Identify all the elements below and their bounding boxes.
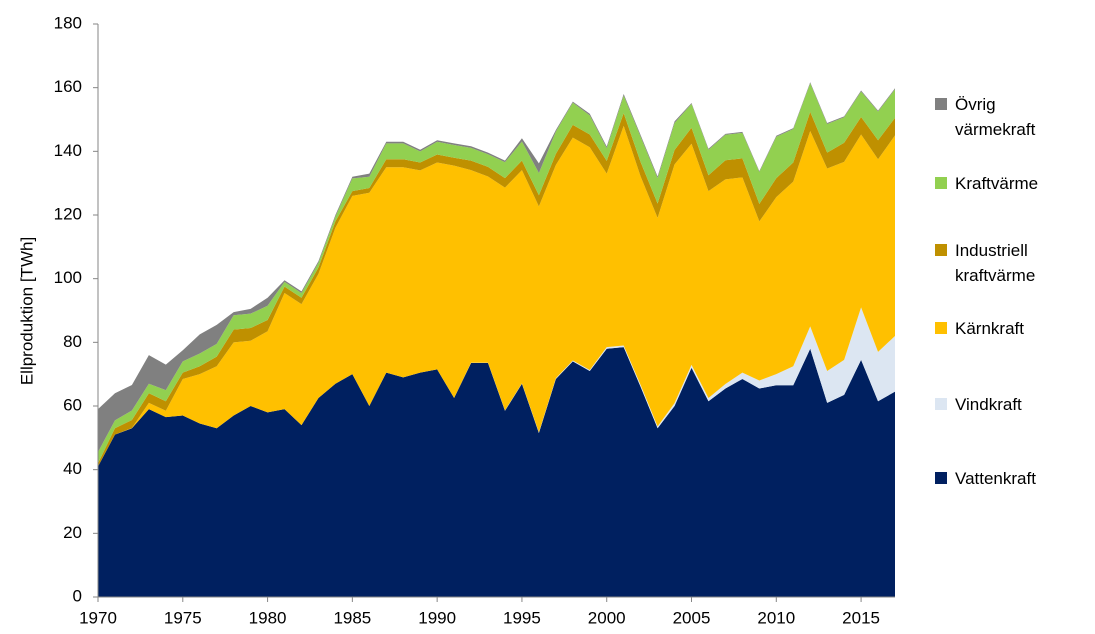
x-tick-label: 1990 <box>418 608 456 627</box>
legend-label: Vattenkraft <box>955 469 1036 488</box>
legend-swatch <box>935 322 947 334</box>
area <box>98 125 895 467</box>
y-tick-label: 20 <box>63 523 82 542</box>
y-tick-label: 140 <box>54 141 82 160</box>
legend-item: Industriell kraftvärme <box>935 238 1085 288</box>
x-tick-label: 1970 <box>79 608 117 627</box>
x-tick-label: 1980 <box>249 608 287 627</box>
legend-item: Kraftvärme <box>935 171 1085 196</box>
legend-swatch <box>935 244 947 256</box>
y-tick-label: 160 <box>54 77 82 96</box>
x-tick-label: 1985 <box>333 608 371 627</box>
legend-item: Vindkraft <box>935 392 1085 417</box>
legend-label: Kraftvärme <box>955 174 1039 193</box>
y-tick-label: 0 <box>73 586 82 605</box>
x-tick-label: 2010 <box>757 608 795 627</box>
legend-label: Övrig värmekraft <box>955 95 1036 139</box>
legend-swatch <box>935 472 947 484</box>
legend-label: Vindkraft <box>955 395 1022 414</box>
y-tick-label: 180 <box>54 13 82 32</box>
area <box>98 83 895 464</box>
y-tick-label: 120 <box>54 204 82 223</box>
x-tick-label: 2015 <box>842 608 880 627</box>
legend-item: Övrig värmekraft <box>935 92 1085 142</box>
y-tick-label: 100 <box>54 268 82 287</box>
y-axis-label: Ellproduktion [TWh] <box>17 237 36 385</box>
x-tick-label: 2005 <box>673 608 711 627</box>
area <box>98 347 895 597</box>
x-tick-label: 2000 <box>588 608 626 627</box>
y-tick-label: 40 <box>63 459 82 478</box>
legend-label: Industriell kraftvärme <box>955 241 1036 285</box>
legend-label: Kärnkraft <box>955 319 1024 338</box>
y-tick-label: 80 <box>63 332 82 351</box>
legend-swatch <box>935 398 947 410</box>
y-tick-label: 60 <box>63 395 82 414</box>
x-tick-label: 1975 <box>164 608 202 627</box>
legend-item: Kärnkraft <box>935 316 1085 341</box>
legend-item: Vattenkraft <box>935 466 1085 491</box>
legend-swatch <box>935 177 947 189</box>
x-tick-label: 1995 <box>503 608 541 627</box>
legend-swatch <box>935 98 947 110</box>
